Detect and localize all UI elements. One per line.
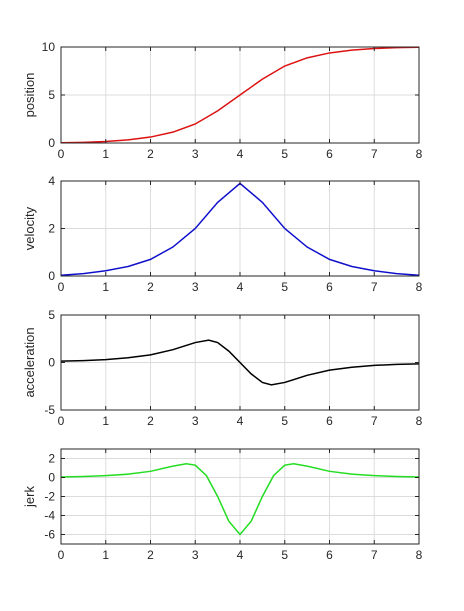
x-tick-label: 3: [192, 280, 199, 294]
y-tick-label: 4: [48, 174, 55, 188]
x-tick-label: 0: [58, 414, 65, 428]
x-tick-label: 0: [58, 548, 65, 562]
series-line-acceleration: [60, 339, 420, 386]
x-tick-label: 4: [237, 414, 244, 428]
x-tick-label: 6: [326, 548, 333, 562]
x-tick-label: 0: [58, 147, 65, 161]
subplot-jerk: 0 1 2 3 4 5 6 7 8 -6 -4 -2 0 2 jerk: [22, 448, 423, 562]
y-tick-label: 2: [48, 222, 55, 236]
y-tick-label: 0: [48, 136, 55, 150]
x-tick-label: 8: [416, 414, 423, 428]
x-tick-label: 5: [281, 548, 288, 562]
y-tick-label: 10: [42, 40, 56, 54]
x-tick-label: 3: [192, 147, 199, 161]
x-tick-label: 7: [371, 414, 378, 428]
x-tick-label: 6: [326, 280, 333, 294]
series-line-position: [60, 46, 420, 144]
y-axis-label: position: [22, 73, 37, 118]
x-tick-label: 7: [371, 147, 378, 161]
x-tick-label: 4: [237, 548, 244, 562]
x-tick-label: 1: [102, 548, 109, 562]
y-axis-label: jerk: [22, 486, 37, 508]
y-tick-label: 5: [48, 308, 55, 322]
x-tick-label: 1: [102, 414, 109, 428]
x-tick-label: 0: [58, 280, 65, 294]
series-line-jerk: [60, 462, 420, 536]
x-tick-label: 3: [192, 548, 199, 562]
y-tick-label: 0: [48, 269, 55, 283]
x-tick-label: 7: [371, 548, 378, 562]
y-tick-label: 2: [48, 452, 55, 466]
y-axis-label: acceleration: [22, 327, 37, 397]
y-tick-label: 0: [48, 471, 55, 485]
y-tick-label: 0: [48, 356, 55, 370]
x-tick-label: 7: [371, 280, 378, 294]
y-axis-label: velocity: [22, 206, 37, 250]
y-tick-label: -6: [44, 528, 55, 542]
x-tick-label: 8: [416, 280, 423, 294]
x-tick-label: 5: [281, 147, 288, 161]
x-tick-label: 6: [326, 414, 333, 428]
x-tick-label: 8: [416, 147, 423, 161]
x-tick-label: 8: [416, 548, 423, 562]
subplot-position: 0 1 2 3 4 5 6 7 8 0 5 10 position: [22, 40, 423, 161]
x-tick-label: 2: [147, 147, 154, 161]
x-tick-label: 4: [237, 280, 244, 294]
y-tick-label: -5: [44, 403, 55, 417]
x-tick-label: 4: [237, 147, 244, 161]
subplot-velocity: 0 1 2 3 4 5 6 7 8 0 2 4 velocity: [22, 174, 423, 294]
x-tick-label: 1: [102, 147, 109, 161]
x-tick-label: 3: [192, 414, 199, 428]
x-tick-label: 5: [281, 280, 288, 294]
y-tick-label: 5: [48, 88, 55, 102]
x-tick-label: 5: [281, 414, 288, 428]
y-tick-label: -4: [44, 509, 55, 523]
x-tick-label: 6: [326, 147, 333, 161]
x-tick-label: 1: [102, 280, 109, 294]
x-tick-label: 2: [147, 548, 154, 562]
y-tick-label: -2: [44, 490, 55, 504]
x-tick-label: 2: [147, 414, 154, 428]
x-tick-label: 2: [147, 280, 154, 294]
